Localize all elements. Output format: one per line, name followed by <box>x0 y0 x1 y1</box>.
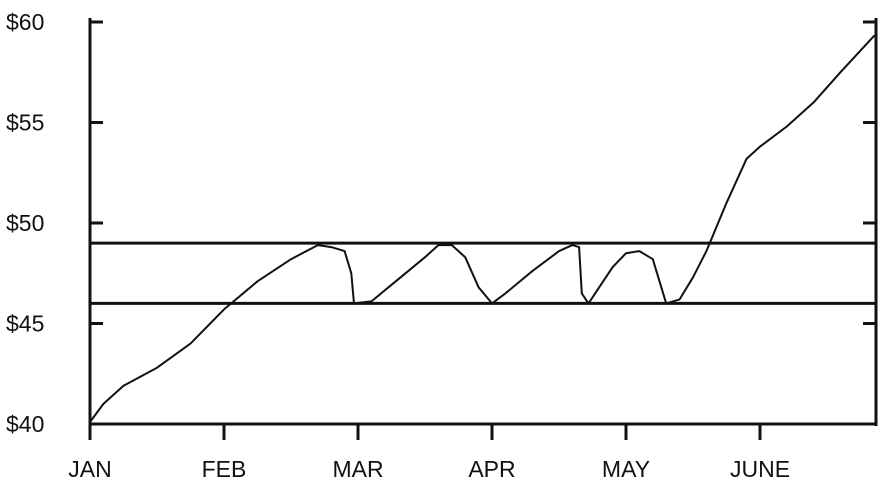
x-tick-label: APR <box>468 456 515 481</box>
x-tick-label: MAY <box>602 456 650 481</box>
trading-range-lines <box>90 241 876 305</box>
y-tick-label: $55 <box>6 110 44 136</box>
x-tick-label: FEB <box>202 456 247 481</box>
y-tick-label: $40 <box>6 411 44 437</box>
x-tick-label: JUNE <box>730 456 790 481</box>
tick-labels: $40 $45 $50 $55 $60 JAN FEB MAR APR MAY JUNE <box>6 9 790 481</box>
x-tick-label: MAR <box>332 456 383 481</box>
y-tick-label: $60 <box>6 9 44 35</box>
y-tick-label: $45 <box>6 311 44 337</box>
chart-axes <box>88 18 878 440</box>
x-tick-label: JAN <box>68 456 111 481</box>
y-tick-label: $50 <box>6 210 44 236</box>
price-line <box>89 35 875 423</box>
price-series <box>89 35 875 423</box>
